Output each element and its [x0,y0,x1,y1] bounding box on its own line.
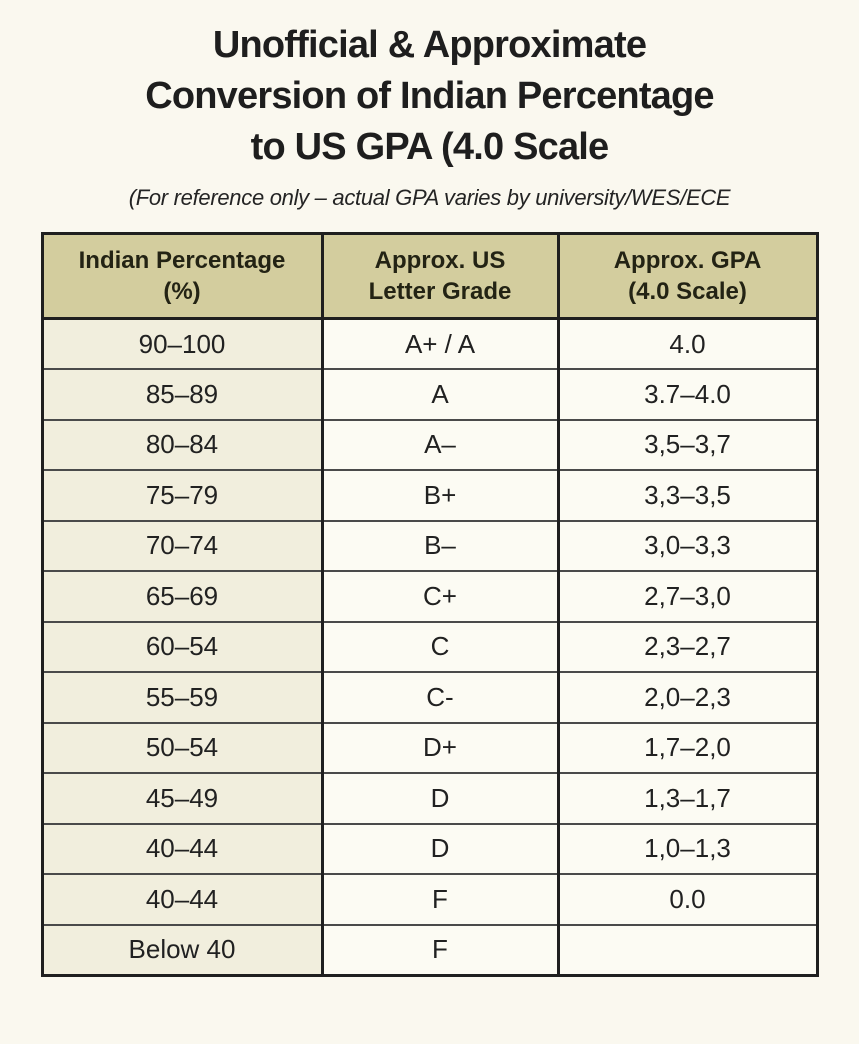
percentage-cell: Below 40 [42,923,324,975]
percentage-cell: 50–54 [42,721,324,773]
conversion-table: Indian Percentage (%) Approx. US Letter … [40,232,819,977]
table-row: Below 40 F [42,923,817,975]
header-row: Indian Percentage (%) Approx. US Letter … [42,233,817,320]
letter-grade-cell: C- [320,671,560,723]
letter-grade-cell: A– [320,418,560,470]
column-header-approx-gpa: Approx. GPA (4.0 Scale) [556,233,817,320]
percentage-cell: 65–69 [42,570,324,622]
letter-grade-cell: F [320,873,560,925]
table-row: 80–84 A– 3,5–3,7 [42,418,817,470]
letter-grade-cell: C+ [320,570,560,622]
letter-grade-cell: A [320,368,560,420]
percentage-cell: 45–49 [42,772,324,824]
percentage-cell: 55–59 [42,671,324,723]
table-row: 40–44 F 0.0 [42,873,817,925]
percentage-cell: 75–79 [42,469,324,521]
gpa-cell: 3,5–3,7 [556,418,817,470]
header-line: (%) [163,278,201,305]
gpa-cell: 4.0 [556,318,817,369]
table-row: 55–59 C- 2,0–2,3 [42,671,817,723]
gpa-cell: 3,0–3,3 [556,519,817,571]
percentage-cell: 40–44 [42,822,324,874]
gpa-cell: 1,0–1,3 [556,822,817,874]
gpa-cell: 1,7–2,0 [556,721,817,773]
table-row: 50–54 D+ 1,7–2,0 [42,721,817,773]
percentage-cell: 70–74 [42,519,324,571]
percentage-cell: 85–89 [42,368,324,420]
table-row: 40–44 D 1,0–1,3 [42,822,817,874]
gpa-cell: 0.0 [556,873,817,925]
gpa-cell: 2,0–2,3 [556,671,817,723]
table-row: 65–69 C+ 2,7–3,0 [42,570,817,622]
page-subtitle: (For reference only – actual GPA varies … [128,185,731,210]
table-row: 60–54 C 2,3–2,7 [42,620,817,672]
page-title-line-2: Conversion of Indian Percentage [145,75,714,117]
table-row: 70–74 B– 3,0–3,3 [42,519,817,571]
gpa-cell [556,923,817,975]
letter-grade-cell: D+ [320,721,560,773]
letter-grade-cell: B– [320,519,560,571]
gpa-cell: 2,3–2,7 [556,620,817,672]
table-row: 75–79 B+ 3,3–3,5 [42,469,817,521]
letter-grade-cell: C [320,620,560,672]
percentage-cell: 60–54 [42,620,324,672]
header-line: Indian Percentage [78,247,286,274]
letter-grade-cell: F [320,923,560,975]
header-line: Letter Grade [368,278,512,305]
letter-grade-cell: A+ / A [320,318,560,369]
gpa-cell: 2,7–3,0 [556,570,817,622]
gpa-cell: 1,3–1,7 [556,772,817,824]
header-line: Approx. US [374,247,506,274]
column-header-indian-percentage: Indian Percentage (%) [42,233,324,320]
letter-grade-cell: D [320,772,560,824]
gpa-cell: 3.7–4.0 [556,368,817,420]
gpa-cell: 3,3–3,5 [556,469,817,521]
percentage-cell: 40–44 [42,873,324,925]
percentage-cell: 80–84 [42,418,324,470]
letter-grade-cell: B+ [320,469,560,521]
percentage-cell: 90–100 [42,318,324,369]
column-header-us-letter-grade: Approx. US Letter Grade [320,233,560,320]
page-title-line-3: to US GPA (4.0 Scale [250,126,610,168]
page-title: Unofficial & Approximate Conversion of I… [0,20,859,173]
letter-grade-cell: D [320,822,560,874]
table-header: Indian Percentage (%) Approx. US Letter … [42,233,817,320]
header-line: (4.0 Scale) [628,278,747,305]
table-row: 85–89 A 3.7–4.0 [42,368,817,420]
table-row: 90–100 A+ / A 4.0 [42,318,817,369]
table-body: 90–100 A+ / A 4.0 85–89 A 3.7–4.0 80–84 A– 3,5–3… [42,318,817,975]
table-row: 45–49 D 1,3–1,7 [42,772,817,824]
page-title-line-1: Unofficial & Approximate [212,24,647,66]
header-line: Approx. GPA [613,247,762,274]
